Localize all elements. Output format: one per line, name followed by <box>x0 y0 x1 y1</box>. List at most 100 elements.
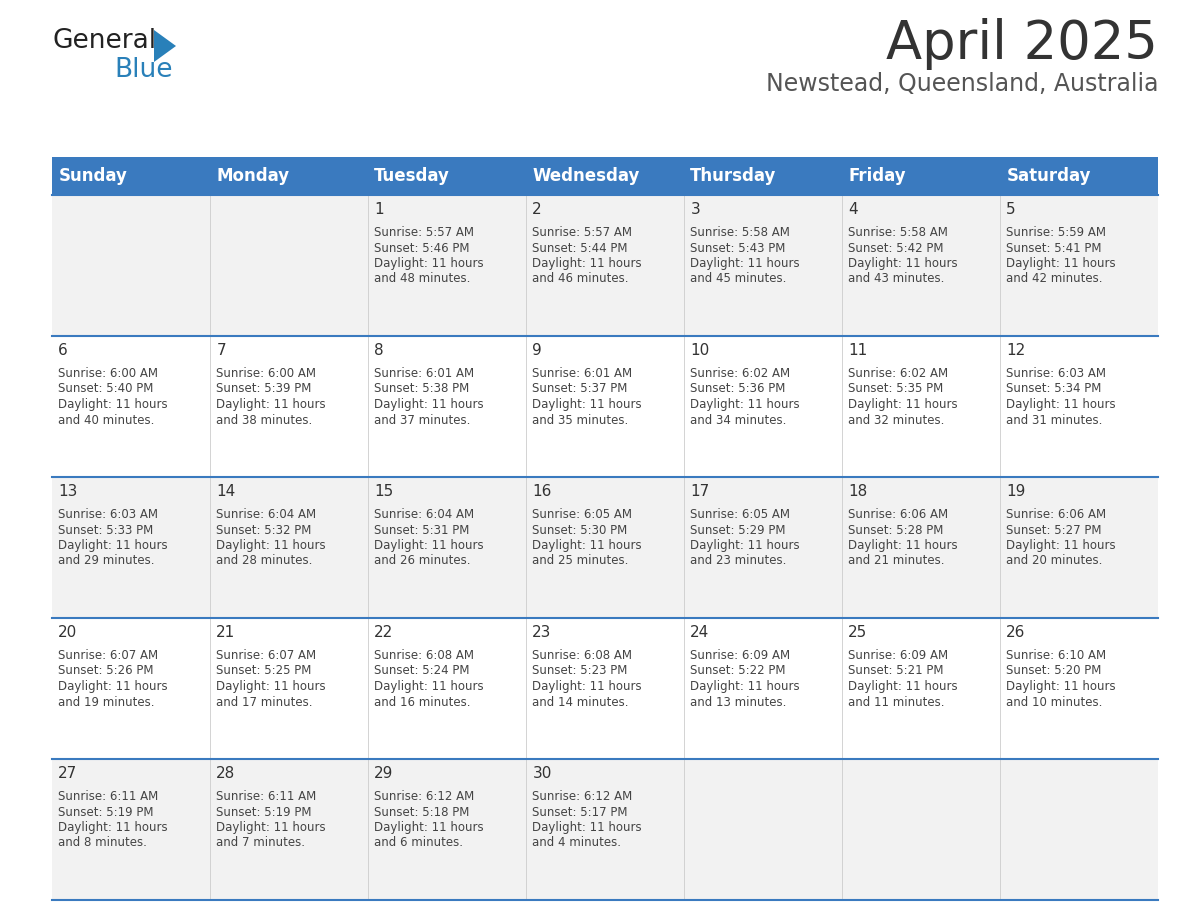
Text: and 28 minutes.: and 28 minutes. <box>216 554 312 567</box>
Text: Sunset: 5:38 PM: Sunset: 5:38 PM <box>374 383 469 396</box>
Text: Sunset: 5:20 PM: Sunset: 5:20 PM <box>1006 665 1101 677</box>
Text: Saturday: Saturday <box>1006 167 1091 185</box>
Text: Daylight: 11 hours: Daylight: 11 hours <box>58 539 168 552</box>
Text: Daylight: 11 hours: Daylight: 11 hours <box>374 257 484 270</box>
Bar <box>52 195 1158 336</box>
Text: Sunday: Sunday <box>58 167 127 185</box>
Text: Sunset: 5:32 PM: Sunset: 5:32 PM <box>216 523 311 536</box>
Text: Daylight: 11 hours: Daylight: 11 hours <box>216 821 326 834</box>
Text: and 16 minutes.: and 16 minutes. <box>374 696 470 709</box>
Text: Sunrise: 6:12 AM: Sunrise: 6:12 AM <box>374 790 474 803</box>
Text: Sunrise: 5:59 AM: Sunrise: 5:59 AM <box>1006 226 1106 239</box>
Text: Tuesday: Tuesday <box>374 167 450 185</box>
Text: Sunset: 5:26 PM: Sunset: 5:26 PM <box>58 665 153 677</box>
Text: 15: 15 <box>374 484 393 499</box>
Text: and 21 minutes.: and 21 minutes. <box>848 554 944 567</box>
Text: and 17 minutes.: and 17 minutes. <box>216 696 312 709</box>
Text: and 42 minutes.: and 42 minutes. <box>1006 273 1102 285</box>
Text: Daylight: 11 hours: Daylight: 11 hours <box>532 257 642 270</box>
Text: 1: 1 <box>374 202 384 217</box>
Text: Monday: Monday <box>216 167 290 185</box>
Text: Sunrise: 6:11 AM: Sunrise: 6:11 AM <box>58 790 158 803</box>
Text: Daylight: 11 hours: Daylight: 11 hours <box>690 539 800 552</box>
Text: Sunset: 5:24 PM: Sunset: 5:24 PM <box>374 665 469 677</box>
Text: 14: 14 <box>216 484 235 499</box>
Text: Sunset: 5:44 PM: Sunset: 5:44 PM <box>532 241 627 254</box>
Text: Newstead, Queensland, Australia: Newstead, Queensland, Australia <box>765 72 1158 96</box>
Text: and 32 minutes.: and 32 minutes. <box>848 413 944 427</box>
Text: Sunrise: 6:01 AM: Sunrise: 6:01 AM <box>532 367 632 380</box>
Text: Daylight: 11 hours: Daylight: 11 hours <box>532 821 642 834</box>
Text: Sunset: 5:36 PM: Sunset: 5:36 PM <box>690 383 785 396</box>
Bar <box>52 618 1158 759</box>
Text: and 31 minutes.: and 31 minutes. <box>1006 413 1102 427</box>
Text: Sunrise: 6:08 AM: Sunrise: 6:08 AM <box>374 649 474 662</box>
Text: Daylight: 11 hours: Daylight: 11 hours <box>58 821 168 834</box>
Text: and 4 minutes.: and 4 minutes. <box>532 836 621 849</box>
Text: Sunrise: 5:58 AM: Sunrise: 5:58 AM <box>848 226 948 239</box>
Text: Friday: Friday <box>848 167 906 185</box>
Text: 4: 4 <box>848 202 858 217</box>
Text: Daylight: 11 hours: Daylight: 11 hours <box>532 539 642 552</box>
Text: and 26 minutes.: and 26 minutes. <box>374 554 470 567</box>
Text: General: General <box>52 28 156 54</box>
Text: Sunset: 5:22 PM: Sunset: 5:22 PM <box>690 665 785 677</box>
Text: Daylight: 11 hours: Daylight: 11 hours <box>216 539 326 552</box>
Text: Sunset: 5:43 PM: Sunset: 5:43 PM <box>690 241 785 254</box>
Text: Sunset: 5:19 PM: Sunset: 5:19 PM <box>58 805 153 819</box>
Text: 25: 25 <box>848 625 867 640</box>
Text: Sunrise: 6:06 AM: Sunrise: 6:06 AM <box>1006 508 1106 521</box>
Text: Sunset: 5:30 PM: Sunset: 5:30 PM <box>532 523 627 536</box>
Text: Sunset: 5:27 PM: Sunset: 5:27 PM <box>1006 523 1101 536</box>
Text: 16: 16 <box>532 484 551 499</box>
Text: Blue: Blue <box>114 57 172 83</box>
Text: and 37 minutes.: and 37 minutes. <box>374 413 470 427</box>
Text: and 38 minutes.: and 38 minutes. <box>216 413 312 427</box>
Text: and 10 minutes.: and 10 minutes. <box>1006 696 1102 709</box>
Text: Daylight: 11 hours: Daylight: 11 hours <box>374 539 484 552</box>
Text: Daylight: 11 hours: Daylight: 11 hours <box>848 257 958 270</box>
Text: Daylight: 11 hours: Daylight: 11 hours <box>1006 257 1116 270</box>
Text: and 20 minutes.: and 20 minutes. <box>1006 554 1102 567</box>
Text: Daylight: 11 hours: Daylight: 11 hours <box>690 257 800 270</box>
Text: 6: 6 <box>58 343 68 358</box>
Text: 28: 28 <box>216 766 235 781</box>
Text: 19: 19 <box>1006 484 1025 499</box>
Text: and 7 minutes.: and 7 minutes. <box>216 836 305 849</box>
Text: 30: 30 <box>532 766 551 781</box>
Text: Sunset: 5:40 PM: Sunset: 5:40 PM <box>58 383 153 396</box>
Text: Sunset: 5:23 PM: Sunset: 5:23 PM <box>532 665 627 677</box>
Text: and 19 minutes.: and 19 minutes. <box>58 696 154 709</box>
Text: 20: 20 <box>58 625 77 640</box>
Text: and 45 minutes.: and 45 minutes. <box>690 273 786 285</box>
Text: Sunrise: 6:02 AM: Sunrise: 6:02 AM <box>690 367 790 380</box>
Text: and 43 minutes.: and 43 minutes. <box>848 273 944 285</box>
Text: 24: 24 <box>690 625 709 640</box>
Bar <box>52 157 1158 195</box>
Text: 21: 21 <box>216 625 235 640</box>
Text: Sunset: 5:37 PM: Sunset: 5:37 PM <box>532 383 627 396</box>
Text: Daylight: 11 hours: Daylight: 11 hours <box>1006 539 1116 552</box>
Text: Sunset: 5:17 PM: Sunset: 5:17 PM <box>532 805 627 819</box>
Text: Sunrise: 6:07 AM: Sunrise: 6:07 AM <box>58 649 158 662</box>
Text: Sunrise: 6:09 AM: Sunrise: 6:09 AM <box>848 649 948 662</box>
Text: Sunrise: 6:05 AM: Sunrise: 6:05 AM <box>532 508 632 521</box>
Text: Sunrise: 6:10 AM: Sunrise: 6:10 AM <box>1006 649 1106 662</box>
Text: Sunrise: 6:03 AM: Sunrise: 6:03 AM <box>1006 367 1106 380</box>
Text: and 14 minutes.: and 14 minutes. <box>532 696 628 709</box>
Text: Sunrise: 6:04 AM: Sunrise: 6:04 AM <box>374 508 474 521</box>
Text: Daylight: 11 hours: Daylight: 11 hours <box>532 680 642 693</box>
Text: Sunset: 5:18 PM: Sunset: 5:18 PM <box>374 805 469 819</box>
Text: Daylight: 11 hours: Daylight: 11 hours <box>374 680 484 693</box>
Text: Sunrise: 6:12 AM: Sunrise: 6:12 AM <box>532 790 632 803</box>
Text: Sunrise: 6:07 AM: Sunrise: 6:07 AM <box>216 649 316 662</box>
Text: Thursday: Thursday <box>690 167 777 185</box>
Text: 22: 22 <box>374 625 393 640</box>
Text: Sunrise: 6:01 AM: Sunrise: 6:01 AM <box>374 367 474 380</box>
Text: Sunrise: 6:00 AM: Sunrise: 6:00 AM <box>216 367 316 380</box>
Text: 3: 3 <box>690 202 700 217</box>
Text: and 34 minutes.: and 34 minutes. <box>690 413 786 427</box>
Text: Sunset: 5:35 PM: Sunset: 5:35 PM <box>848 383 943 396</box>
Text: Sunset: 5:41 PM: Sunset: 5:41 PM <box>1006 241 1101 254</box>
Text: Sunrise: 6:04 AM: Sunrise: 6:04 AM <box>216 508 316 521</box>
